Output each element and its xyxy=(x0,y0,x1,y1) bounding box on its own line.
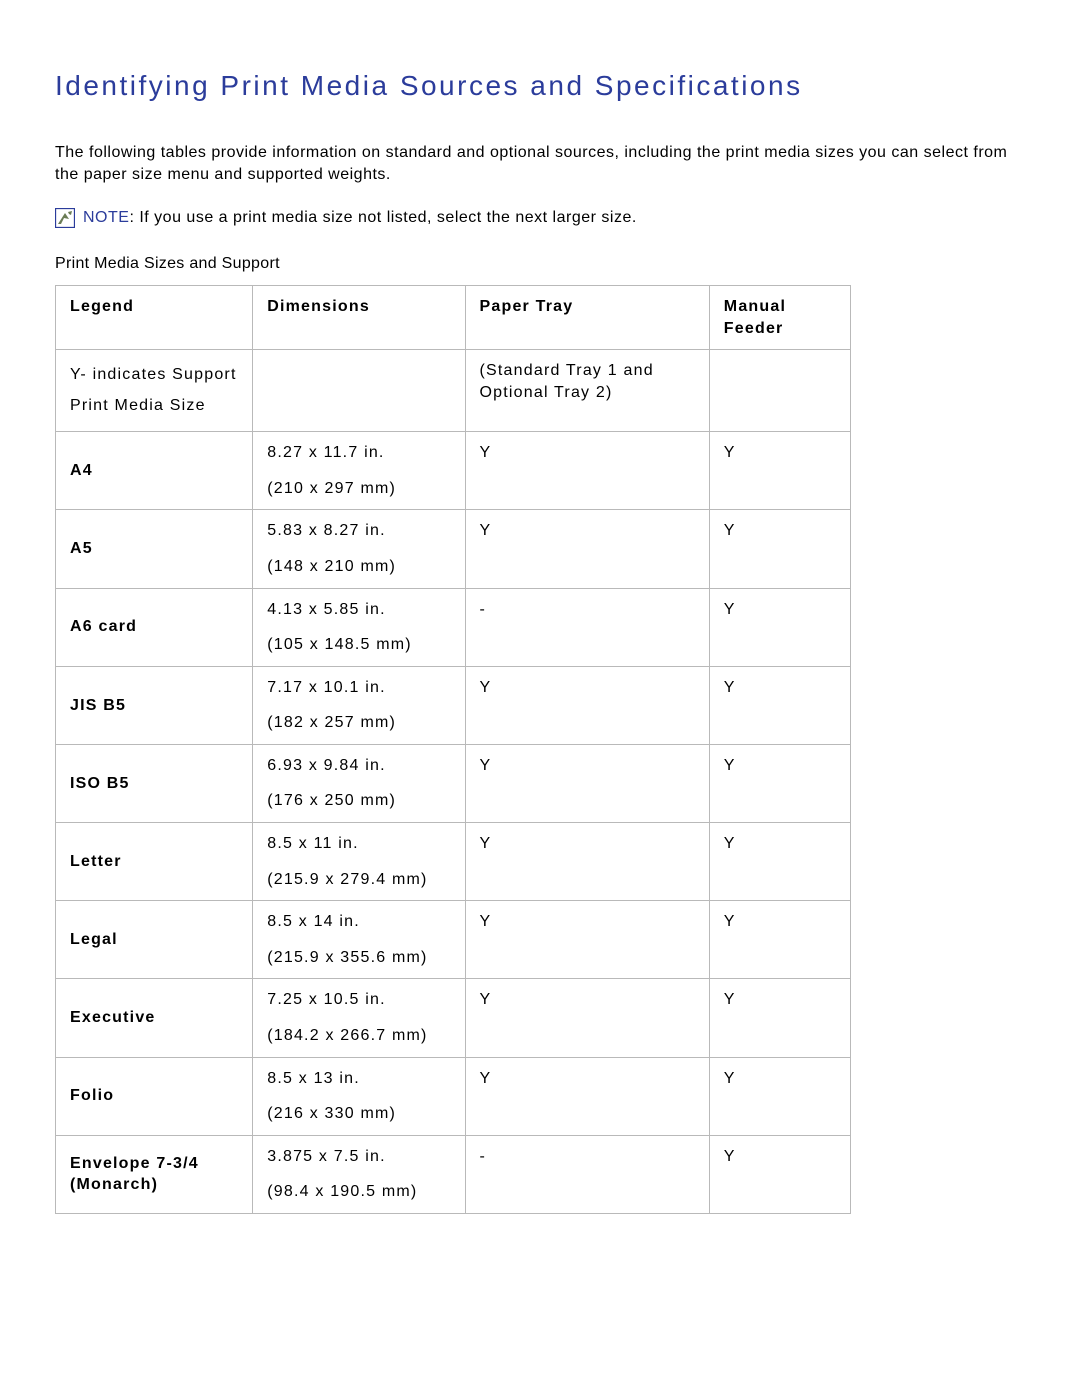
cell-manual-feeder: Y xyxy=(709,588,850,666)
table-caption: Print Media Sizes and Support xyxy=(55,255,1025,273)
cell-media-size: Legal xyxy=(56,901,253,979)
dimension-mm: (215.9 x 355.6 mm) xyxy=(267,947,452,969)
cell-paper-tray: Y xyxy=(465,823,709,901)
table-row: A5 5.83 x 8.27 in. (148 x 210 mm) YY xyxy=(56,510,851,588)
subheader-legend-line1: Y- indicates Support xyxy=(70,366,237,383)
dimension-inches: 5.83 x 8.27 in. xyxy=(267,520,452,542)
table-subheader-row: Y- indicates Support Print Media Size (S… xyxy=(56,350,851,432)
note-label: NOTE xyxy=(83,209,129,226)
cell-dimensions: 3.875 x 7.5 in. (98.4 x 190.5 mm) xyxy=(253,1135,465,1213)
cell-media-size: A6 card xyxy=(56,588,253,666)
note-icon xyxy=(55,208,75,228)
cell-paper-tray: Y xyxy=(465,666,709,744)
cell-paper-tray: Y xyxy=(465,510,709,588)
subheader-feeder xyxy=(709,350,850,432)
cell-manual-feeder: Y xyxy=(709,510,850,588)
cell-manual-feeder: Y xyxy=(709,901,850,979)
cell-dimensions: 6.93 x 9.84 in. (176 x 250 mm) xyxy=(253,744,465,822)
table-row: A4 8.27 x 11.7 in. (210 x 297 mm) YY xyxy=(56,432,851,510)
dimension-inches: 8.5 x 14 in. xyxy=(267,911,452,933)
table-row: Letter 8.5 x 11 in. (215.9 x 279.4 mm) YY xyxy=(56,823,851,901)
dimension-inches: 8.5 x 11 in. xyxy=(267,833,452,855)
cell-media-size: Letter xyxy=(56,823,253,901)
intro-paragraph: The following tables provide information… xyxy=(55,142,1025,187)
dimension-mm: (216 x 330 mm) xyxy=(267,1103,452,1125)
dimension-mm: (184.2 x 266.7 mm) xyxy=(267,1025,452,1047)
dimension-mm: (148 x 210 mm) xyxy=(267,556,452,578)
cell-media-size: ISO B5 xyxy=(56,744,253,822)
cell-dimensions: 7.25 x 10.5 in. (184.2 x 266.7 mm) xyxy=(253,979,465,1057)
dimension-mm: (105 x 148.5 mm) xyxy=(267,634,452,656)
cell-manual-feeder: Y xyxy=(709,432,850,510)
media-table: Legend Dimensions Paper Tray Manual Feed… xyxy=(55,285,851,1214)
dimension-inches: 7.25 x 10.5 in. xyxy=(267,989,452,1011)
table-row: A6 card 4.13 x 5.85 in. (105 x 148.5 mm)-Y xyxy=(56,588,851,666)
note-text: NOTE: If you use a print media size not … xyxy=(83,207,637,229)
col-header-legend: Legend xyxy=(56,286,253,350)
dimension-mm: (182 x 257 mm) xyxy=(267,712,452,734)
dimension-inches: 6.93 x 9.84 in. xyxy=(267,755,452,777)
cell-paper-tray: - xyxy=(465,1135,709,1213)
table-header-row: Legend Dimensions Paper Tray Manual Feed… xyxy=(56,286,851,350)
dimension-inches: 7.17 x 10.1 in. xyxy=(267,677,452,699)
page-title: Identifying Print Media Sources and Spec… xyxy=(55,70,1025,102)
cell-paper-tray: Y xyxy=(465,1057,709,1135)
table-row: Legal 8.5 x 14 in. (215.9 x 355.6 mm) YY xyxy=(56,901,851,979)
cell-manual-feeder: Y xyxy=(709,666,850,744)
note-body: : If you use a print media size not list… xyxy=(129,209,636,226)
subheader-legend: Y- indicates Support Print Media Size xyxy=(56,350,253,432)
cell-dimensions: 8.5 x 13 in. (216 x 330 mm) xyxy=(253,1057,465,1135)
cell-manual-feeder: Y xyxy=(709,744,850,822)
cell-media-size: JIS B5 xyxy=(56,666,253,744)
note-block: NOTE: If you use a print media size not … xyxy=(55,207,1025,229)
dimension-inches: 4.13 x 5.85 in. xyxy=(267,599,452,621)
cell-media-size: Envelope 7-3/4 (Monarch) xyxy=(56,1135,253,1213)
subheader-tray: (Standard Tray 1 and Optional Tray 2) xyxy=(465,350,709,432)
dimension-mm: (210 x 297 mm) xyxy=(267,478,452,500)
dimension-mm: (98.4 x 190.5 mm) xyxy=(267,1181,452,1203)
cell-media-size: Executive xyxy=(56,979,253,1057)
cell-manual-feeder: Y xyxy=(709,823,850,901)
dimension-inches: 8.27 x 11.7 in. xyxy=(267,442,452,464)
cell-dimensions: 4.13 x 5.85 in. (105 x 148.5 mm) xyxy=(253,588,465,666)
dimension-mm: (176 x 250 mm) xyxy=(267,790,452,812)
table-row: ISO B5 6.93 x 9.84 in. (176 x 250 mm) YY xyxy=(56,744,851,822)
document-page: Identifying Print Media Sources and Spec… xyxy=(0,0,1080,1397)
cell-dimensions: 5.83 x 8.27 in. (148 x 210 mm) xyxy=(253,510,465,588)
cell-manual-feeder: Y xyxy=(709,979,850,1057)
cell-dimensions: 8.5 x 11 in. (215.9 x 279.4 mm) xyxy=(253,823,465,901)
cell-paper-tray: Y xyxy=(465,979,709,1057)
dimension-inches: 3.875 x 7.5 in. xyxy=(267,1146,452,1168)
cell-paper-tray: - xyxy=(465,588,709,666)
subheader-legend-line2: Print Media Size xyxy=(70,397,206,414)
cell-media-size: Folio xyxy=(56,1057,253,1135)
col-header-feeder: Manual Feeder xyxy=(709,286,850,350)
table-row: JIS B5 7.17 x 10.1 in. (182 x 257 mm) YY xyxy=(56,666,851,744)
cell-media-size: A5 xyxy=(56,510,253,588)
dimension-mm: (215.9 x 279.4 mm) xyxy=(267,869,452,891)
cell-manual-feeder: Y xyxy=(709,1057,850,1135)
subheader-dimensions xyxy=(253,350,465,432)
cell-media-size: A4 xyxy=(56,432,253,510)
table-row: Executive 7.25 x 10.5 in. (184.2 x 266.7 m… xyxy=(56,979,851,1057)
dimension-inches: 8.5 x 13 in. xyxy=(267,1068,452,1090)
col-header-dimensions: Dimensions xyxy=(253,286,465,350)
media-table-body: Y- indicates Support Print Media Size (S… xyxy=(56,350,851,1214)
cell-dimensions: 8.27 x 11.7 in. (210 x 297 mm) xyxy=(253,432,465,510)
cell-paper-tray: Y xyxy=(465,432,709,510)
table-row: Folio 8.5 x 13 in. (216 x 330 mm) YY xyxy=(56,1057,851,1135)
table-row: Envelope 7-3/4 (Monarch) 3.875 x 7.5 in. (… xyxy=(56,1135,851,1213)
cell-dimensions: 8.5 x 14 in. (215.9 x 355.6 mm) xyxy=(253,901,465,979)
cell-dimensions: 7.17 x 10.1 in. (182 x 257 mm) xyxy=(253,666,465,744)
col-header-paper-tray: Paper Tray xyxy=(465,286,709,350)
cell-paper-tray: Y xyxy=(465,901,709,979)
cell-paper-tray: Y xyxy=(465,744,709,822)
cell-manual-feeder: Y xyxy=(709,1135,850,1213)
